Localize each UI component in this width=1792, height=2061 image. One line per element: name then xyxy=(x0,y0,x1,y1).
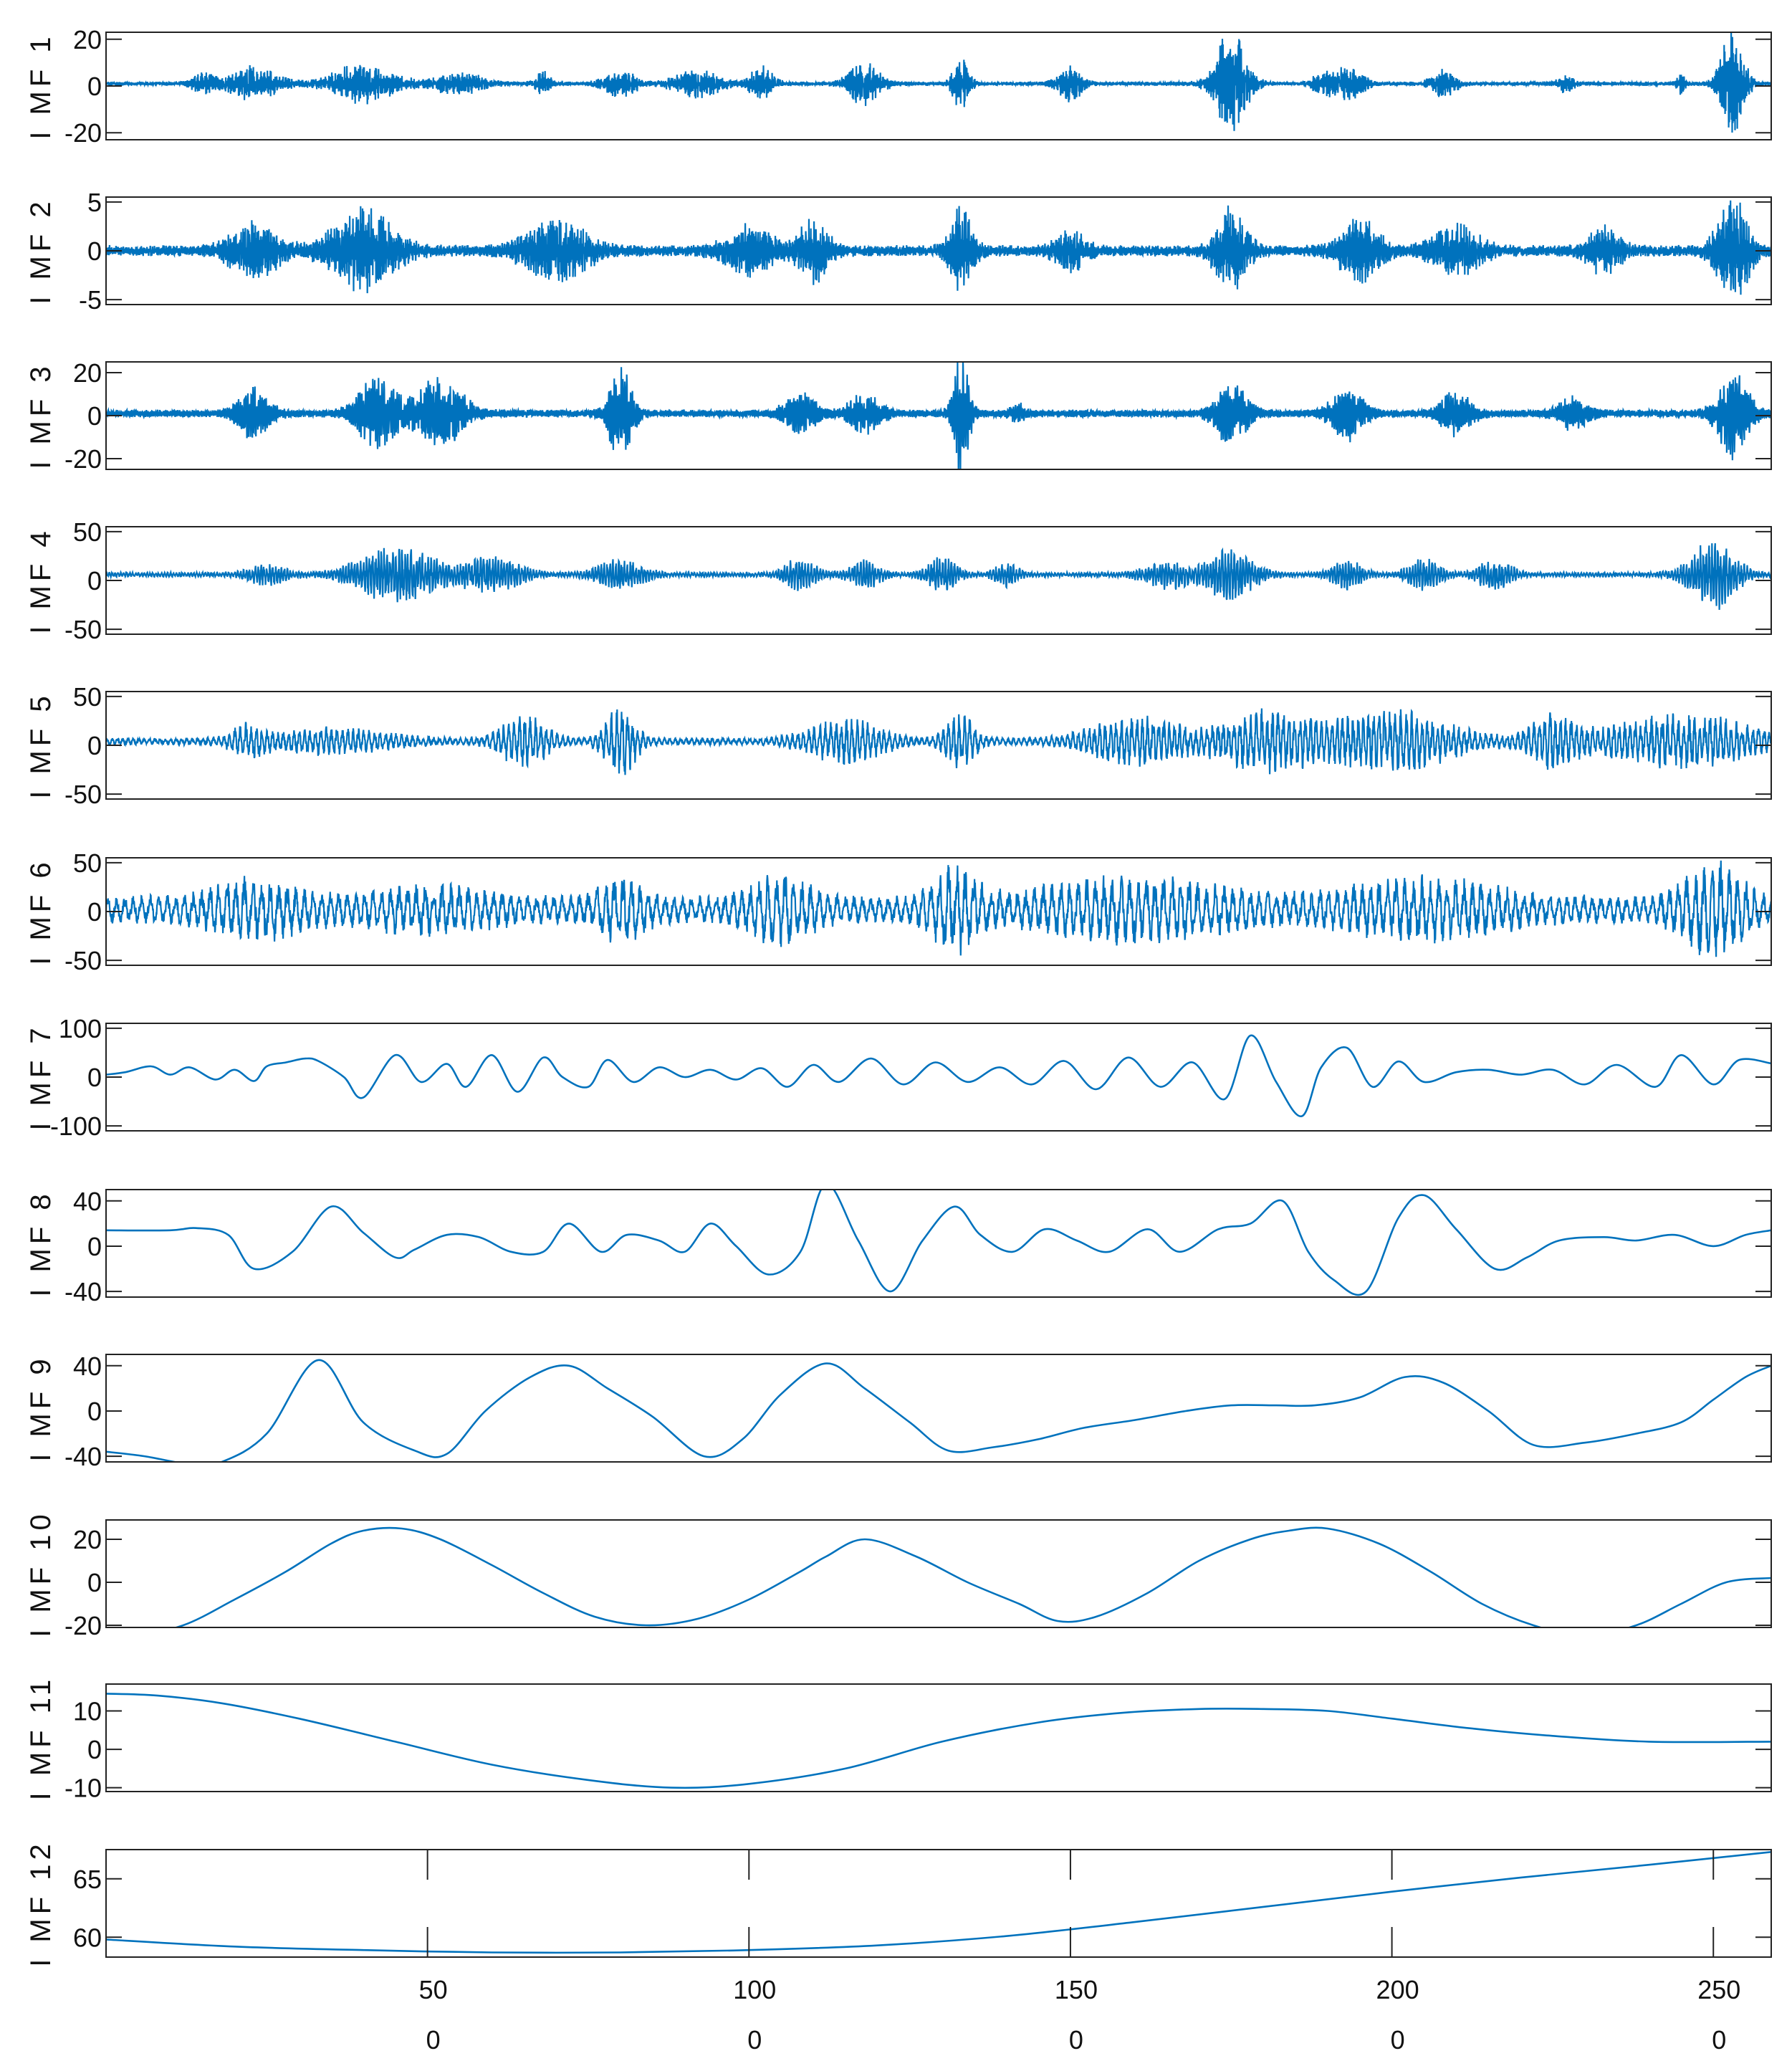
y-tick-label: 20 xyxy=(73,25,102,54)
y-tick-label: 0 xyxy=(87,731,102,760)
y-axis-label: I MF 9 xyxy=(25,1354,57,1461)
y-tick-label: 0 xyxy=(87,566,102,596)
y-tick-label: 0 xyxy=(87,1735,102,1764)
imf-panel-8: 40 0 -40I MF 8 xyxy=(25,1187,1772,1306)
imf-series-line xyxy=(170,1526,1771,1628)
imf-panel-10: 20 0 -20I MF 10 xyxy=(25,1510,1772,1640)
y-tick-label: 50 xyxy=(73,848,102,878)
imf-series-line xyxy=(106,200,1771,295)
imf-panel-11: 10 0 -10I MF 11 xyxy=(25,1675,1772,1803)
y-tick-label: -20 xyxy=(64,1611,102,1640)
y-tick-label: 0 xyxy=(87,236,102,266)
x-tick-label: 200 xyxy=(1376,1975,1419,2004)
y-tick-label: -50 xyxy=(64,615,102,644)
imf-series-line xyxy=(106,1693,1771,1789)
y-tick-label: -20 xyxy=(64,444,102,474)
imf-series-line xyxy=(106,32,1771,133)
imf-series-line xyxy=(106,1359,1771,1463)
imf-series-line xyxy=(106,1851,1771,1954)
x-tick-label-second-line: 0 xyxy=(426,2025,441,2055)
imf-panel-1: 20 0 -20I MF 1 xyxy=(25,25,1772,148)
y-tick-label: -10 xyxy=(64,1774,102,1803)
x-tick-label: 150 xyxy=(1055,1975,1098,2004)
y-tick-label: -50 xyxy=(64,780,102,809)
imf-panel-4: 50 0 -50I MF 4 xyxy=(25,517,1772,644)
y-tick-label: 65 xyxy=(73,1865,102,1894)
x-tick-label-second-line: 0 xyxy=(1069,2025,1083,2055)
axes-frame xyxy=(105,1354,1772,1463)
y-tick-label: 0 xyxy=(87,1232,102,1261)
y-tick-label: 0 xyxy=(87,72,102,101)
imf-panel-2: 5 0 -5 I MF 2 xyxy=(25,188,1772,315)
x-tick-label-second-line: 0 xyxy=(1391,2025,1405,2055)
y-axis-label: I MF 2 xyxy=(25,197,57,304)
imf-series-line xyxy=(106,708,1771,775)
y-axis-label: I MF 4 xyxy=(25,527,57,633)
y-tick-label: 60 xyxy=(73,1923,102,1952)
imf-panel-9: 40 0 -40I MF 9 xyxy=(25,1352,1772,1471)
y-tick-label: 20 xyxy=(73,1525,102,1554)
y-axis-label: I MF 6 xyxy=(25,858,57,965)
y-axis-label: I MF 10 xyxy=(25,1510,57,1637)
imf-series-line xyxy=(106,361,1771,470)
x-tick-label-second-line: 0 xyxy=(1712,2025,1726,2055)
y-tick-label: 50 xyxy=(73,517,102,547)
imf-panel-3: 20 0 -20I MF 3 xyxy=(25,358,1772,474)
imf-panel-6: 50 0 -50I MF 6 xyxy=(25,848,1772,975)
axes-frame xyxy=(105,1023,1772,1132)
y-tick-label: -100 xyxy=(50,1111,102,1141)
y-axis-label: I MF 8 xyxy=(25,1190,57,1296)
x-tick-label: 100 xyxy=(733,1975,776,2004)
y-tick-label: 10 xyxy=(73,1697,102,1726)
y-tick-label: -40 xyxy=(64,1442,102,1471)
imf-series-line xyxy=(106,543,1771,611)
x-tick-label-second-line: 0 xyxy=(747,2025,762,2055)
y-tick-label: 20 xyxy=(73,358,102,388)
imf-series-line xyxy=(106,1034,1771,1117)
y-tick-label: -20 xyxy=(64,118,102,148)
imf-panel-12: 65 60 I MF 12 50 0 100 0 150 0 200 0 250 0 xyxy=(25,1840,1772,2055)
y-tick-label: 0 xyxy=(87,401,102,431)
y-axis-label: I MF 5 xyxy=(25,692,57,798)
x-tick-label: 50 xyxy=(419,1975,448,2004)
y-tick-label: 100 xyxy=(59,1014,102,1043)
y-axis-label: I MF 1 xyxy=(25,32,57,139)
y-tick-label: 0 xyxy=(87,897,102,927)
y-tick-label: -40 xyxy=(64,1277,102,1306)
imf-panel-5: 50 0 -50I MF 5 xyxy=(25,682,1772,809)
y-tick-label: -50 xyxy=(64,946,102,975)
y-tick-label: 0 xyxy=(87,1063,102,1092)
x-tick-label: 250 xyxy=(1697,1975,1740,2004)
imf-series-line xyxy=(106,860,1771,957)
axes-frame xyxy=(105,1683,1772,1792)
y-axis-label: I MF 12 xyxy=(25,1840,57,1967)
y-axis-label: I MF 11 xyxy=(25,1675,57,1801)
imf-series-line xyxy=(106,1189,1771,1296)
y-tick-label: 40 xyxy=(73,1187,102,1216)
axes-frame xyxy=(105,1519,1772,1628)
y-tick-label: 40 xyxy=(73,1352,102,1381)
y-tick-label: 5 xyxy=(87,188,102,217)
y-tick-label: 0 xyxy=(87,1397,102,1426)
y-tick-label: 50 xyxy=(73,682,102,712)
y-axis-label: I MF 3 xyxy=(25,362,57,469)
y-tick-label: 0 xyxy=(87,1568,102,1597)
y-axis-label: I MF 7 xyxy=(25,1023,57,1130)
axes-frame xyxy=(105,1849,1772,1958)
y-tick-label: -5 xyxy=(79,285,102,315)
axes-frame xyxy=(105,1189,1772,1298)
